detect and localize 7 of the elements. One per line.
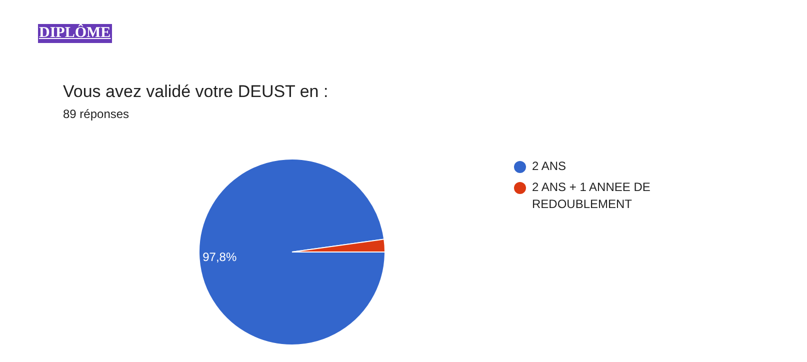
text: DIPLÔME xyxy=(38,24,112,43)
pie-slice xyxy=(198,158,386,346)
chart-title: Vous avez validé votre DEUST en : xyxy=(63,82,328,102)
legend-label: 2 ANS xyxy=(532,158,566,175)
text: 89 réponses xyxy=(63,107,130,121)
legend-label: 2 ANS + 1 ANNEE DE REDOUBLEMENT xyxy=(532,179,652,213)
data-label: 97,8% xyxy=(202,250,237,264)
